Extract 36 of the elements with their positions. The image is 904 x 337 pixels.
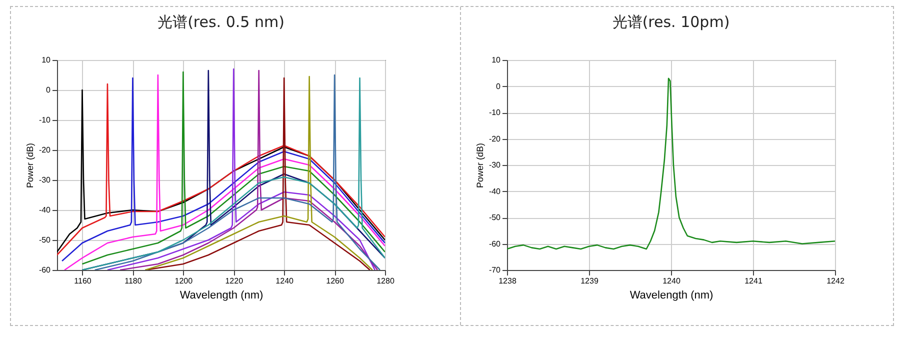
x-tick-label: 1160 (74, 276, 92, 286)
x-tick-label: 1239 (580, 276, 599, 286)
y-tick-label: 10 (492, 56, 502, 64)
y-axis-title: Power (dB) (474, 142, 485, 188)
y-tick-label: -70 (488, 266, 502, 274)
y-tick-label: -40 (38, 206, 52, 214)
x-tick-label: 1200 (174, 276, 194, 286)
y-tick-label: 0 (496, 82, 502, 91)
y-tick-label: -30 (488, 160, 502, 170)
y-tick-label: -50 (488, 213, 502, 222)
chart-title: 光谱(res. 0.5 nm) (158, 13, 284, 31)
x-tick-label: 1238 (498, 276, 517, 286)
x-tick-label: 1240 (662, 276, 681, 286)
x-tick-label: 1180 (124, 276, 142, 286)
x-axis-title: Wavelength (nm) (630, 290, 714, 302)
y-tick-label: 0 (46, 86, 52, 94)
x-tick-label: 1280 (376, 276, 395, 286)
y-tick-label: -60 (38, 266, 52, 274)
y-tick-label: -10 (38, 116, 52, 124)
y-tick-label: -40 (488, 186, 502, 196)
y-tick-label: -20 (38, 146, 52, 154)
y-tick-label: -10 (488, 108, 502, 117)
y-axis-title: Power (dB) (24, 142, 35, 188)
chart-title: 光谱(res. 10pm) (612, 13, 730, 31)
y-tick-label: -20 (488, 134, 502, 144)
x-tick-label: 1242 (826, 276, 845, 286)
x-tick-label: 1260 (326, 276, 344, 286)
x-tick-label: 1220 (225, 276, 244, 286)
x-tick-label: 1241 (744, 276, 763, 286)
y-tick-label: 10 (42, 56, 52, 64)
y-tick-label: -60 (488, 239, 502, 248)
line-series (507, 78, 835, 250)
y-tick-label: -30 (38, 176, 52, 184)
x-axis-title: Wavelength (nm) (180, 290, 264, 302)
y-tick-label: -50 (38, 236, 52, 244)
x-tick-label: 1240 (276, 276, 294, 286)
